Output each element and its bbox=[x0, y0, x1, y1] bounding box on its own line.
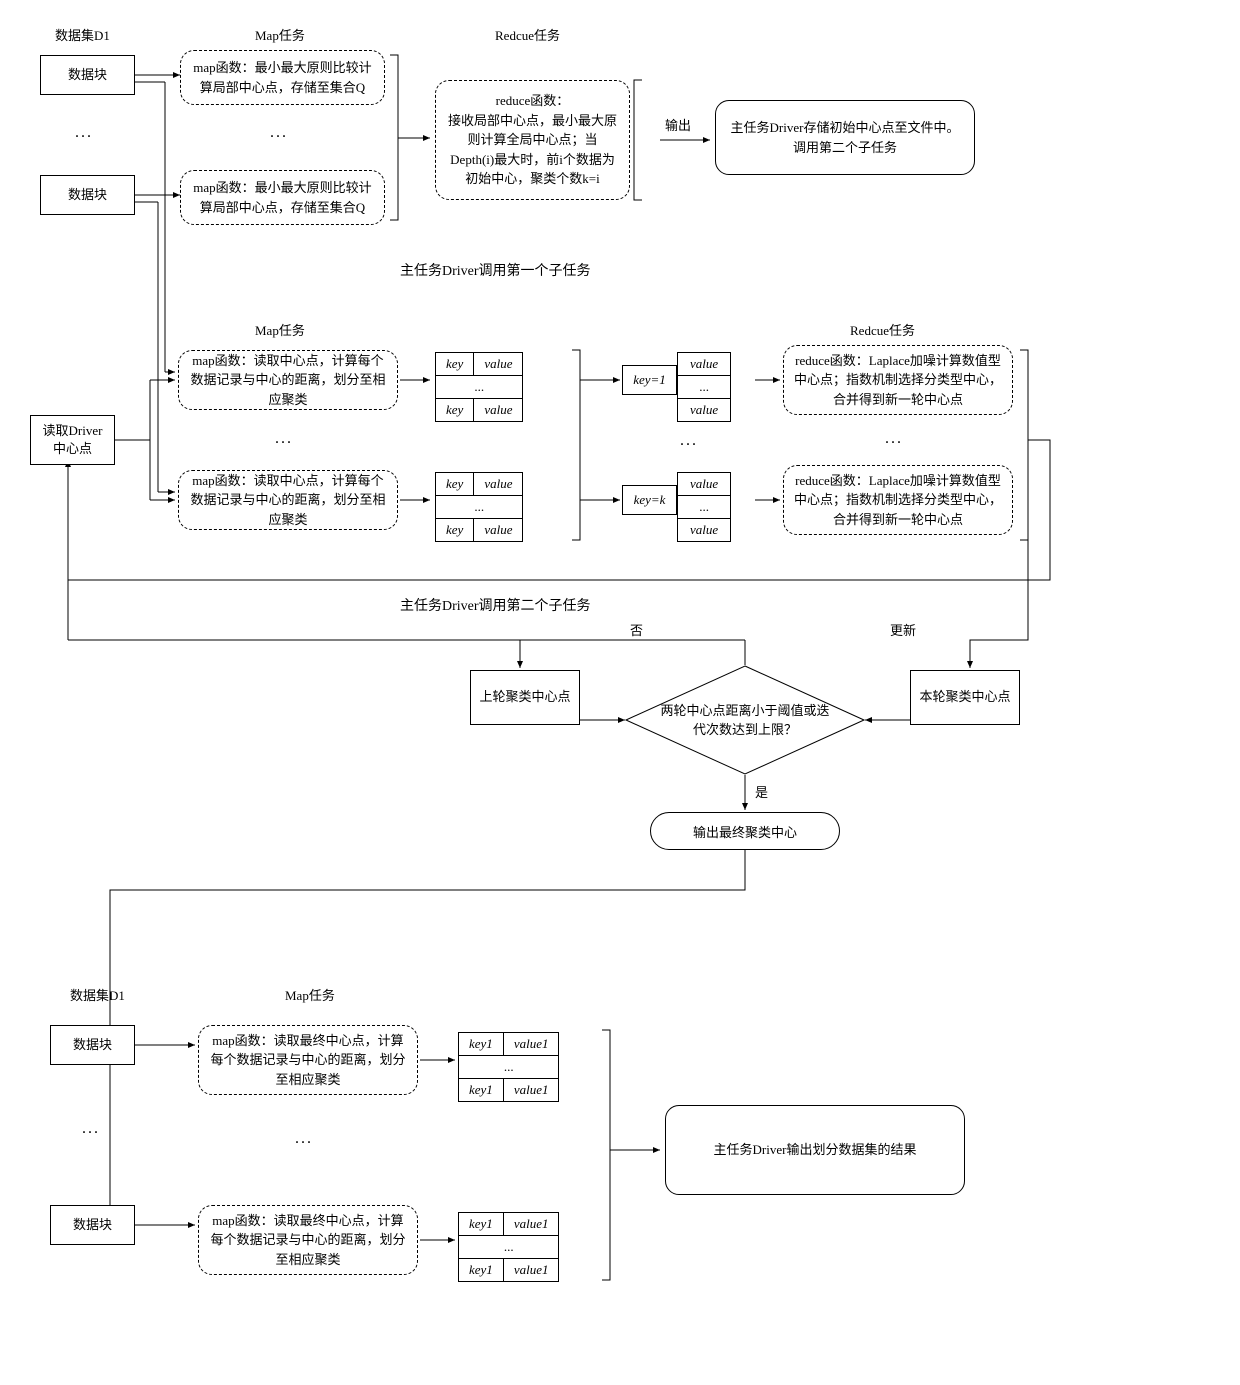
s2-map-fn-2: map函数：读取中心点，计算每个数据记录与中心的距离，划分至相应聚类 bbox=[178, 470, 398, 530]
s4-map-dots: ... bbox=[295, 1130, 313, 1148]
s1-block-1: 数据块 bbox=[40, 55, 135, 95]
s1-subtitle: 主任务Driver调用第一个子任务 bbox=[400, 260, 591, 280]
s4-dataset-title: 数据集D1 bbox=[70, 985, 125, 1004]
s2-reduce-fn-2: reduce函数：Laplace加噪计算数值型中心点；指数机制选择分类型中心，合… bbox=[783, 465, 1013, 535]
s3-update-label: 更新 bbox=[890, 620, 916, 639]
s1-block-2: 数据块 bbox=[40, 175, 135, 215]
s4-block-2: 数据块 bbox=[50, 1205, 135, 1245]
s4-map-fn-2: map函数：读取最终中心点，计算每个数据记录与中心的距离，划分至相应聚类 bbox=[198, 1205, 418, 1275]
s4-map-fn-1: map函数：读取最终中心点，计算每个数据记录与中心的距离，划分至相应聚类 bbox=[198, 1025, 418, 1095]
s3-yes-label: 是 bbox=[755, 782, 768, 801]
s4-block-dots: ... bbox=[82, 1120, 100, 1138]
s2-reduce-title: Redcue任务 bbox=[850, 320, 915, 339]
s1-map-dots: ... bbox=[270, 124, 288, 142]
s4-kv-table-2: key1value1 ... key1value1 bbox=[458, 1212, 559, 1282]
s3-curr-center: 本轮聚类中心点 bbox=[910, 670, 1020, 725]
s1-map-fn-1: map函数：最小最大原则比较计算局部中心点，存储至集合Q bbox=[180, 50, 385, 105]
s1-driver-box: 主任务Driver存储初始中心点至文件中。调用第二个子任务 bbox=[715, 100, 975, 175]
s4-kv-table-1: key1value1 ... key1value1 bbox=[458, 1032, 559, 1102]
s1-output-label: 输出 bbox=[665, 115, 691, 134]
s2-map-fn-1: map函数：读取中心点，计算每个数据记录与中心的距离，划分至相应聚类 bbox=[178, 350, 398, 410]
s2-reduce-fn-1: reduce函数：Laplace加噪计算数值型中心点；指数机制选择分类型中心，合… bbox=[783, 345, 1013, 415]
s1-dataset-title: 数据集D1 bbox=[55, 25, 110, 44]
s1-reduce-fn: reduce函数： 接收局部中心点，最小最大原则计算全局中心点；当Depth(i… bbox=[435, 80, 630, 200]
s2-val-table-1: value ... value bbox=[677, 352, 731, 422]
s1-block-dots: ... bbox=[75, 124, 93, 142]
s1-map-fn-2: map函数：最小最大原则比较计算局部中心点，存储至集合Q bbox=[180, 170, 385, 225]
s2-reduce-dots: ... bbox=[885, 430, 903, 448]
s2-key-dots: ... bbox=[680, 432, 698, 450]
s3-output-final: 输出最终聚类中心 bbox=[650, 812, 840, 850]
s2-val-table-2: value ... value bbox=[677, 472, 731, 542]
s1-reduce-title: Redcue任务 bbox=[495, 25, 560, 44]
s2-key1: key=1 bbox=[622, 365, 677, 395]
s2-keyk: key=k bbox=[622, 485, 677, 515]
s2-kv-table-2: keyvalue ... keyvalue bbox=[435, 472, 523, 542]
s2-map-dots: ... bbox=[275, 430, 293, 448]
flowchart-canvas: 数据集D1 Map任务 Redcue任务 数据块 ... 数据块 map函数：最… bbox=[20, 20, 1220, 1365]
s2-subtitle: 主任务Driver调用第二个子任务 bbox=[400, 595, 591, 615]
s4-map-title: Map任务 bbox=[285, 985, 335, 1004]
s4-block-1: 数据块 bbox=[50, 1025, 135, 1065]
s2-map-title: Map任务 bbox=[255, 320, 305, 339]
s1-map-title: Map任务 bbox=[255, 25, 305, 44]
s3-no-label: 否 bbox=[630, 620, 643, 639]
s2-driver-read: 读取Driver中心点 bbox=[30, 415, 115, 465]
s2-kv-table-1: keyvalue ... keyvalue bbox=[435, 352, 523, 422]
s4-driver-out: 主任务Driver输出划分数据集的结果 bbox=[665, 1105, 965, 1195]
s3-prev-center: 上轮聚类中心点 bbox=[470, 670, 580, 725]
s3-decision: 两轮中心点距离小于阈值或迭代次数达到上限？ bbox=[625, 665, 865, 775]
